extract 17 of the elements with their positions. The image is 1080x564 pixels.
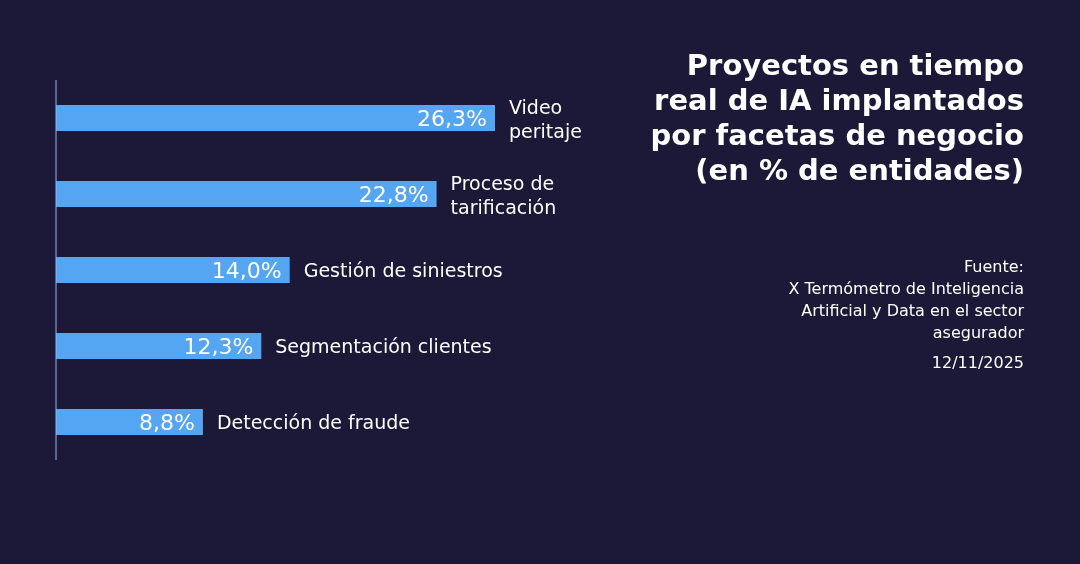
data-label: 14,0% [211, 257, 282, 283]
source-note: Fuente: X Termómetro de Inteligencia Artificial y Data en el sector asegurador [787, 256, 1024, 344]
text: Proyectos en tiempo real de IA implantados por facetas de negocio (en % de entidades) [649, 48, 1024, 188]
y-tick-label: Gestión de siniestros [303, 259, 503, 282]
data-label: 26,3% [417, 105, 487, 131]
y-tick-label: Proceso de tarificación [450, 172, 557, 219]
data-label: 22,8% [358, 181, 429, 207]
bar [56, 105, 495, 132]
bar [56, 257, 290, 284]
y-tick-label: Segmentación clientes [275, 335, 492, 358]
y-tick-label: Detección de fraude [216, 411, 410, 434]
data-label: 12,3% [183, 333, 254, 359]
y-tick-label: Video peritaje [509, 96, 582, 143]
bar [56, 181, 437, 208]
data-label: 8,8% [138, 409, 195, 435]
text: 12/11/2025 [930, 352, 1024, 374]
bar [56, 333, 262, 360]
